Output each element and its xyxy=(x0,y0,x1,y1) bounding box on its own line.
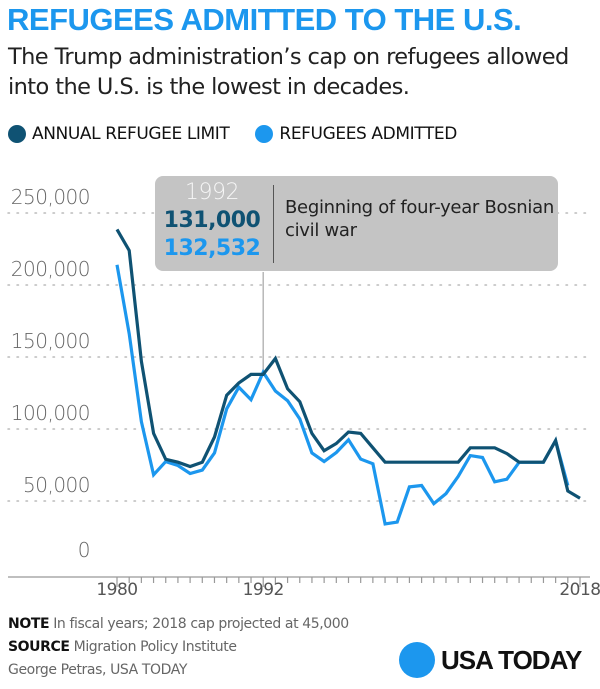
legend-item-admitted: REFUGEES ADMITTED xyxy=(255,124,457,144)
legend-item-limit: ANNUAL REFUGEE LIMIT xyxy=(8,124,230,144)
legend: ANNUAL REFUGEE LIMIT REFUGEES ADMITTED xyxy=(8,124,483,144)
y-tick-label: 250,000 xyxy=(11,185,90,209)
footer-source: SOURCE Migration Policy Institute xyxy=(8,636,349,659)
source-label: SOURCE xyxy=(8,639,70,655)
x-tick-label: 1992 xyxy=(243,580,284,600)
x-axis: 1980 1992 2018 xyxy=(8,576,600,600)
y-tick-label: 200,000 xyxy=(11,257,90,281)
brand-dot-icon xyxy=(399,642,435,678)
series-lines xyxy=(115,228,581,526)
footer-note: NOTE In fiscal years; 2018 cap projected… xyxy=(8,613,349,636)
y-tick-label: 50,000 xyxy=(23,473,90,497)
source-text: Migration Policy Institute xyxy=(73,639,237,655)
legend-label-admitted: REFUGEES ADMITTED xyxy=(279,124,457,144)
usa-today-logo: USA TODAY xyxy=(399,642,582,678)
legend-dot-admitted-icon xyxy=(255,125,274,143)
chart-subtitle: The Trump administration’s cap on refuge… xyxy=(8,44,569,100)
footer-credit: George Petras, USA TODAY xyxy=(8,662,188,678)
legend-dot-limit-icon xyxy=(8,125,26,143)
annotation-callout: 1992 131,000 132,532 Beginning of four-y… xyxy=(155,176,558,271)
footer: NOTE In fiscal years; 2018 cap projected… xyxy=(8,613,349,682)
y-axis-labels: 0 50,000 100,000 150,000 200,000 250,000 xyxy=(11,185,91,562)
line-chart: 0 50,000 100,000 150,000 200,000 250,000 1980… xyxy=(7,185,600,600)
y-tick-label: 100,000 xyxy=(11,401,90,425)
y-tick-label: 150,000 xyxy=(11,329,90,353)
callout-text: Beginning of four-year Bosnian civil war xyxy=(285,197,554,241)
chart-title: REFUGEES ADMITTED TO THE U.S. xyxy=(7,2,522,37)
brand-text: USA TODAY xyxy=(441,644,582,675)
series-line-limit xyxy=(115,228,581,500)
legend-label-limit: ANNUAL REFUGEE LIMIT xyxy=(32,124,230,144)
note-label: NOTE xyxy=(8,616,50,632)
callout-limit-value: 131,000 xyxy=(163,208,261,233)
series-line-admitted xyxy=(115,264,570,526)
x-tick-label: 2018 xyxy=(559,580,600,600)
note-text: In fiscal years; 2018 cap projected at 4… xyxy=(53,616,349,632)
x-tick-label: 1980 xyxy=(96,580,137,600)
y-tick-label: 0 xyxy=(78,538,90,562)
callout-year: 1992 xyxy=(185,180,240,205)
callout-divider xyxy=(273,185,274,263)
callout-admitted-value: 132,532 xyxy=(163,236,261,261)
